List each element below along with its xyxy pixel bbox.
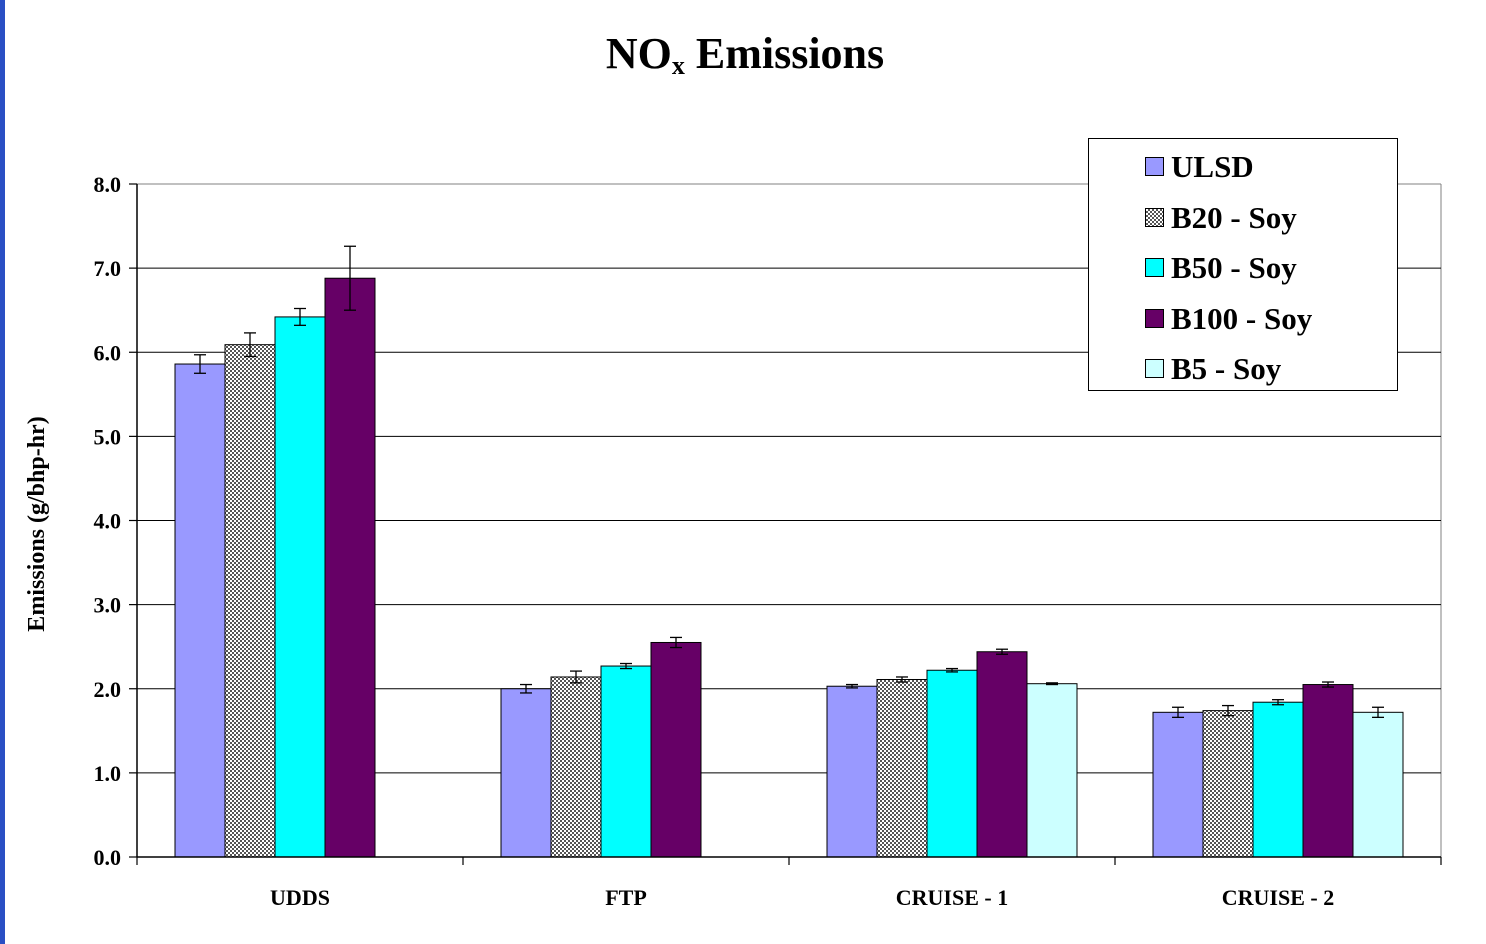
y-tick-label: 3.0 [94,593,122,618]
bar [1202,710,1254,858]
y-tick-label: 1.0 [94,761,122,786]
bar [324,277,376,858]
bar [174,363,226,858]
legend-label: B20 - Soy [1171,199,1297,235]
bar [976,651,1028,858]
axis-labels: 0.0 1.0 2.0 3.0 4.0 5.0 6.0 7.0 8.0 UDDS FTP CRUISE… [94,172,1335,910]
bar [826,685,878,858]
bar [224,344,276,858]
legend-swatch [1145,258,1164,278]
legend-label: ULSD [1171,149,1254,184]
chart-title-subscript: x [671,51,685,80]
legend-item: B50 - Soy [1145,250,1397,301]
y-tick-label: 0.0 [94,845,122,870]
legend-swatch [1145,308,1164,328]
legend-label: B50 - Soy [1171,250,1297,286]
bar [500,688,552,858]
bar [1252,701,1304,858]
bar [1026,683,1078,858]
chart-title: NOx Emissions [0,28,1486,81]
legend-swatch [1145,207,1164,227]
bar [274,316,326,858]
chart-title-suffix: Emissions [684,29,885,78]
bars [174,245,1404,858]
bar [926,669,978,858]
slide-left-border [0,0,5,944]
y-tick-label: 5.0 [94,424,122,449]
legend-swatch [1145,157,1164,176]
chart-title-main: NO [605,29,672,78]
legend-item: B100 - Soy [1145,300,1397,352]
bar [1302,684,1354,858]
y-tick-label: 8.0 [94,172,122,197]
bar [1152,711,1204,858]
y-tick-label: 6.0 [94,340,122,365]
bar [550,676,602,858]
legend-label: B100 - Soy [1171,300,1313,336]
bar [600,665,652,858]
bar [876,678,928,858]
x-category-label: UDDS [270,885,330,910]
y-tick-label: 4.0 [94,509,122,534]
legend-item: B5 - Soy [1145,351,1397,402]
legend: ULSD B20 - Soy B50 - Soy B100 - Soy B5 - Soy [1088,138,1398,391]
bar [1352,711,1404,858]
x-category-label: CRUISE - 1 [896,885,1008,910]
x-category-label: FTP [605,885,647,910]
legend-label: B5 - Soy [1171,351,1282,387]
legend-item: B20 - Soy [1145,199,1397,251]
bar [650,641,702,858]
axes [129,183,1442,865]
y-tick-label: 7.0 [94,256,122,281]
y-tick-label: 2.0 [94,677,122,702]
legend-swatch [1145,359,1164,379]
y-axis-title: Emissions (g/bhp-hr) [24,416,50,631]
x-category-label: CRUISE - 2 [1222,885,1334,910]
legend-item: ULSD [1145,149,1397,200]
